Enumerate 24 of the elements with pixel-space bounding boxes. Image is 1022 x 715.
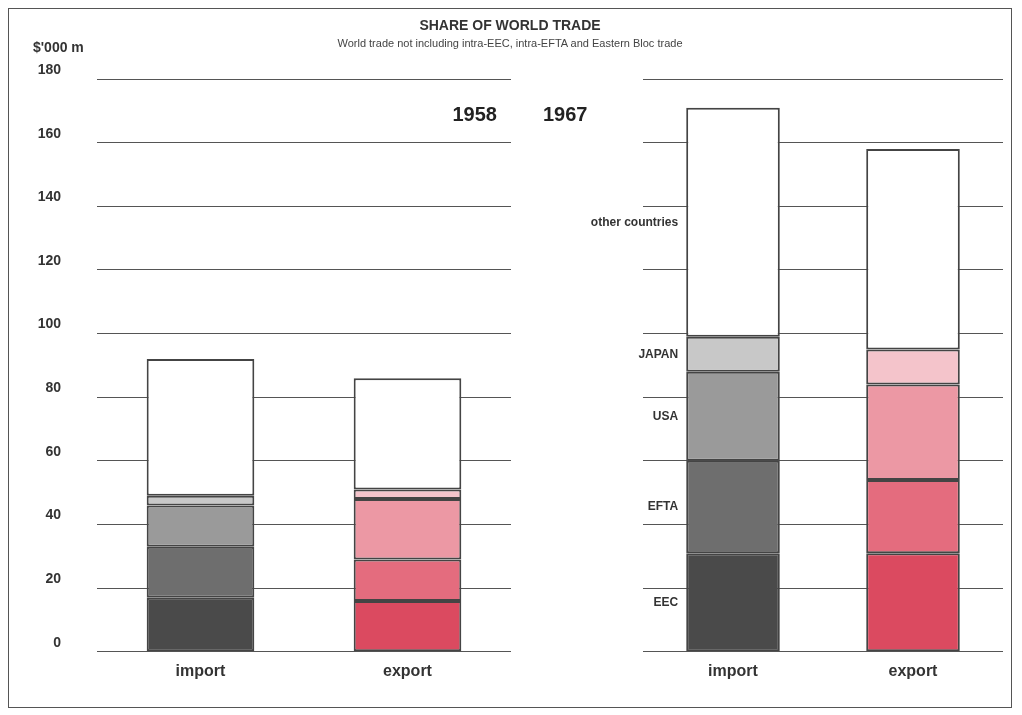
y-tick-label: 0 <box>53 633 62 650</box>
x-tick-label: import <box>175 661 227 679</box>
series-label: USA <box>652 408 679 423</box>
y-tick-label: 40 <box>45 506 62 523</box>
y-tick-label: 80 <box>45 379 62 396</box>
x-tick-label: export <box>383 661 433 679</box>
y-tick-label: 180 <box>37 60 62 77</box>
text: SHARE OF WORLD TRADE <box>418 17 602 33</box>
x-tick-label: import <box>708 661 759 679</box>
series-label: other countries <box>590 214 679 229</box>
text: 1958 <box>452 103 497 125</box>
series-label: EEC <box>653 594 679 609</box>
series-label: JAPAN <box>638 346 679 361</box>
y-tick-label: 140 <box>37 188 62 205</box>
y-axis-title: $'000 m <box>33 39 84 55</box>
y-tick-label: 60 <box>45 442 62 459</box>
x-tick-label: export <box>888 661 939 679</box>
y-tick-label: 160 <box>37 124 62 141</box>
chart-subtitle: World trade not including intra-EEC, intra-EFTA and Eastern Bloc trade <box>337 37 683 49</box>
series-label: EFTA <box>647 499 679 514</box>
text: 1967 <box>543 103 588 125</box>
y-tick-label: 120 <box>37 251 62 268</box>
y-tick-label: 20 <box>45 570 62 587</box>
y-tick-label: 100 <box>37 315 62 332</box>
